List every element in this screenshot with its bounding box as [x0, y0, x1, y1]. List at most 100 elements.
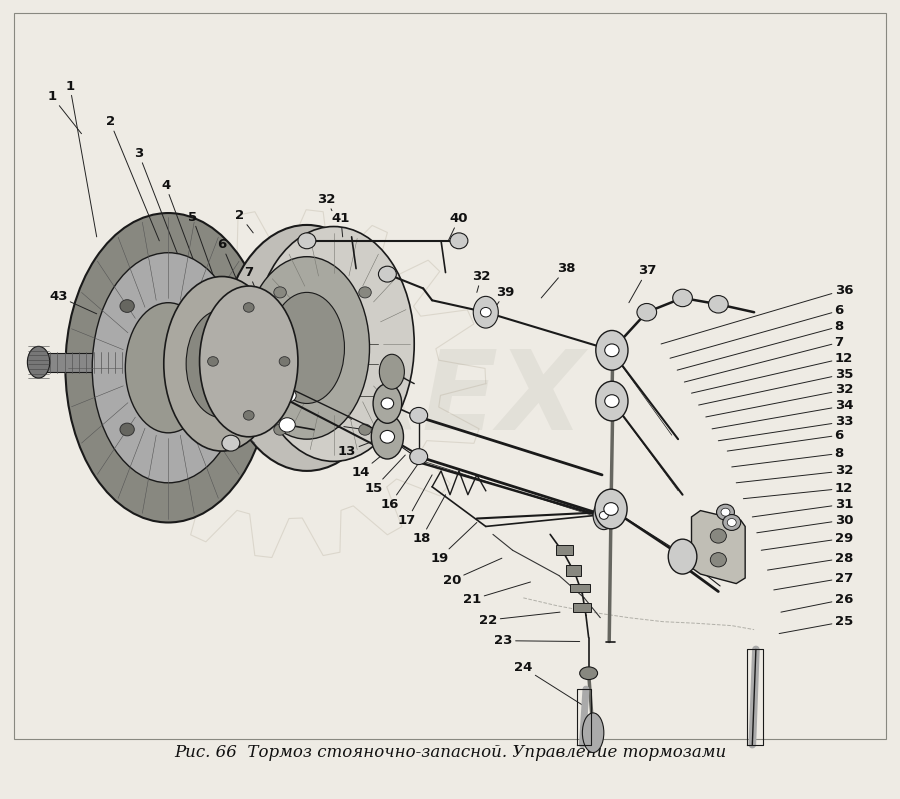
Text: 32: 32 — [472, 270, 490, 292]
Circle shape — [380, 431, 394, 443]
Text: 7: 7 — [244, 266, 284, 360]
Circle shape — [637, 304, 657, 321]
Ellipse shape — [253, 227, 414, 461]
Text: 33: 33 — [718, 415, 853, 441]
Text: 12: 12 — [691, 352, 853, 393]
Text: 14: 14 — [351, 447, 392, 479]
Ellipse shape — [473, 296, 499, 328]
Ellipse shape — [125, 303, 212, 433]
Ellipse shape — [92, 252, 244, 483]
Text: 18: 18 — [412, 495, 446, 545]
Text: 19: 19 — [430, 523, 477, 565]
Circle shape — [727, 519, 736, 527]
Circle shape — [252, 400, 268, 415]
Bar — [573, 602, 591, 612]
Text: 9: 9 — [280, 331, 307, 396]
Text: 6: 6 — [670, 304, 844, 358]
Bar — [556, 546, 572, 555]
Circle shape — [359, 424, 372, 435]
Circle shape — [120, 423, 134, 435]
Circle shape — [208, 356, 219, 366]
Circle shape — [282, 389, 296, 402]
Text: 17: 17 — [398, 475, 432, 527]
Text: 12: 12 — [323, 419, 365, 431]
Text: 15: 15 — [364, 455, 405, 495]
Text: 29: 29 — [761, 532, 853, 551]
Ellipse shape — [596, 331, 628, 370]
Text: 34: 34 — [712, 400, 853, 429]
Text: 36: 36 — [662, 284, 853, 344]
Ellipse shape — [66, 213, 271, 523]
Circle shape — [605, 395, 619, 407]
Text: 1: 1 — [66, 80, 96, 237]
Text: 25: 25 — [779, 615, 853, 634]
Text: 26: 26 — [781, 593, 853, 612]
Ellipse shape — [596, 381, 628, 421]
Circle shape — [716, 504, 734, 520]
Text: 37: 37 — [629, 264, 656, 303]
Circle shape — [243, 411, 254, 420]
Ellipse shape — [269, 292, 345, 403]
Circle shape — [450, 233, 468, 248]
Circle shape — [672, 289, 692, 307]
Ellipse shape — [593, 501, 615, 530]
Text: 3: 3 — [134, 147, 182, 264]
Ellipse shape — [668, 539, 697, 574]
Text: 32: 32 — [736, 464, 853, 483]
Ellipse shape — [222, 225, 392, 471]
Circle shape — [298, 233, 316, 248]
Text: 28: 28 — [768, 551, 853, 570]
Circle shape — [120, 300, 134, 312]
Circle shape — [381, 398, 393, 409]
Ellipse shape — [200, 286, 298, 437]
Polygon shape — [251, 282, 387, 443]
Text: 41: 41 — [332, 212, 350, 237]
Text: 20: 20 — [443, 559, 502, 587]
Ellipse shape — [164, 276, 280, 451]
Text: 35: 35 — [698, 368, 853, 405]
Ellipse shape — [27, 346, 50, 378]
Circle shape — [410, 449, 427, 464]
Circle shape — [359, 287, 372, 298]
Circle shape — [410, 407, 427, 423]
Circle shape — [723, 515, 741, 531]
Text: 21: 21 — [464, 582, 530, 606]
Circle shape — [279, 356, 290, 366]
Text: 39: 39 — [493, 286, 515, 311]
Ellipse shape — [374, 384, 401, 423]
Circle shape — [599, 511, 608, 519]
Polygon shape — [39, 353, 141, 372]
Text: 32: 32 — [318, 193, 336, 211]
Circle shape — [378, 266, 396, 282]
Text: 40: 40 — [448, 212, 468, 240]
Text: 24: 24 — [514, 662, 582, 705]
Circle shape — [274, 424, 286, 435]
Bar — [570, 584, 590, 592]
Text: 5: 5 — [188, 210, 227, 312]
Circle shape — [481, 308, 491, 317]
Text: 32: 32 — [706, 384, 853, 417]
Text: 1: 1 — [48, 90, 82, 133]
Circle shape — [710, 553, 726, 567]
Circle shape — [604, 503, 618, 515]
Text: 30: 30 — [757, 514, 853, 533]
Text: 8: 8 — [732, 447, 844, 467]
Circle shape — [710, 529, 726, 543]
Text: Рис. 66  Тормоз стояночно-запасной. Управление тормозами: Рис. 66 Тормоз стояночно-запасной. Управ… — [174, 744, 726, 761]
Circle shape — [222, 435, 239, 451]
Text: 8: 8 — [677, 320, 844, 370]
Ellipse shape — [379, 354, 404, 389]
Ellipse shape — [186, 310, 257, 418]
Circle shape — [202, 423, 217, 435]
Text: 43: 43 — [49, 290, 96, 314]
Bar — [566, 565, 580, 575]
Text: 12: 12 — [743, 482, 853, 499]
Circle shape — [279, 418, 295, 432]
Text: 22: 22 — [480, 612, 560, 626]
Circle shape — [274, 287, 286, 298]
Circle shape — [202, 300, 217, 312]
Text: 16: 16 — [381, 463, 418, 511]
Text: 11: 11 — [309, 392, 352, 419]
Text: 6: 6 — [217, 238, 262, 340]
Text: 23: 23 — [494, 634, 580, 647]
